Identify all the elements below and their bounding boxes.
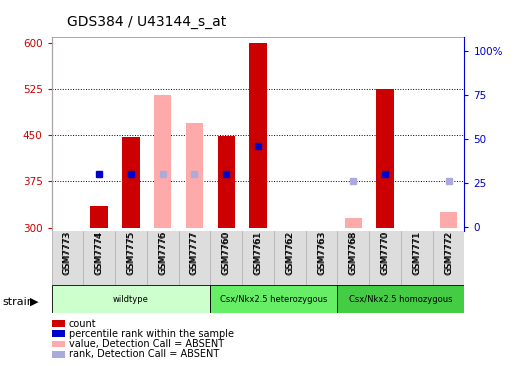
Text: GSM7760: GSM7760: [222, 232, 231, 275]
Text: GSM7774: GSM7774: [95, 231, 104, 274]
Bar: [345, 218, 362, 228]
Bar: [52, 285, 211, 313]
Text: GSM7777: GSM7777: [190, 231, 199, 274]
Text: GSM7762: GSM7762: [285, 232, 294, 275]
Text: GDS384 / U43144_s_at: GDS384 / U43144_s_at: [67, 15, 227, 29]
Bar: [154, 95, 171, 228]
Text: GSM7773: GSM7773: [63, 232, 72, 275]
Text: GSM7768: GSM7768: [349, 231, 358, 274]
Text: GSM7777: GSM7777: [190, 232, 199, 275]
Text: strain: strain: [3, 297, 35, 307]
Text: GSM7772: GSM7772: [444, 232, 453, 275]
Text: GSM7771: GSM7771: [412, 232, 421, 275]
Text: Csx/Nkx2.5 homozygous: Csx/Nkx2.5 homozygous: [349, 295, 453, 304]
Text: GSM7776: GSM7776: [158, 231, 167, 274]
Text: Csx/Nkx2.5 heterozygous: Csx/Nkx2.5 heterozygous: [220, 295, 328, 304]
Text: wildtype: wildtype: [113, 295, 149, 304]
Text: GSM7762: GSM7762: [285, 231, 294, 274]
Bar: [376, 89, 394, 228]
Text: GSM7774: GSM7774: [95, 232, 104, 275]
Text: GSM7763: GSM7763: [317, 232, 326, 275]
Text: GSM7760: GSM7760: [222, 231, 231, 274]
Bar: [440, 212, 457, 228]
Text: GSM7775: GSM7775: [126, 232, 136, 275]
Text: value, Detection Call = ABSENT: value, Detection Call = ABSENT: [69, 339, 224, 349]
Text: GSM7768: GSM7768: [349, 232, 358, 275]
Text: GSM7761: GSM7761: [253, 232, 263, 275]
Bar: [249, 43, 267, 228]
Text: count: count: [69, 318, 96, 329]
Text: GSM7761: GSM7761: [253, 231, 263, 274]
Bar: [122, 137, 140, 228]
Bar: [211, 285, 337, 313]
Bar: [90, 206, 108, 228]
Text: GSM7775: GSM7775: [126, 231, 136, 274]
Bar: [52, 37, 464, 231]
Text: GSM7770: GSM7770: [380, 232, 390, 275]
Text: ▶: ▶: [30, 297, 39, 307]
Text: GSM7776: GSM7776: [158, 232, 167, 275]
Text: GSM7771: GSM7771: [412, 231, 421, 274]
Text: percentile rank within the sample: percentile rank within the sample: [69, 329, 234, 339]
Text: rank, Detection Call = ABSENT: rank, Detection Call = ABSENT: [69, 349, 219, 359]
Text: GSM7763: GSM7763: [317, 231, 326, 274]
Text: GSM7770: GSM7770: [380, 231, 390, 274]
Bar: [52, 231, 464, 285]
Bar: [186, 123, 203, 228]
Bar: [218, 137, 235, 228]
Bar: [337, 285, 464, 313]
Text: GSM7773: GSM7773: [63, 231, 72, 274]
Text: GSM7772: GSM7772: [444, 231, 453, 274]
